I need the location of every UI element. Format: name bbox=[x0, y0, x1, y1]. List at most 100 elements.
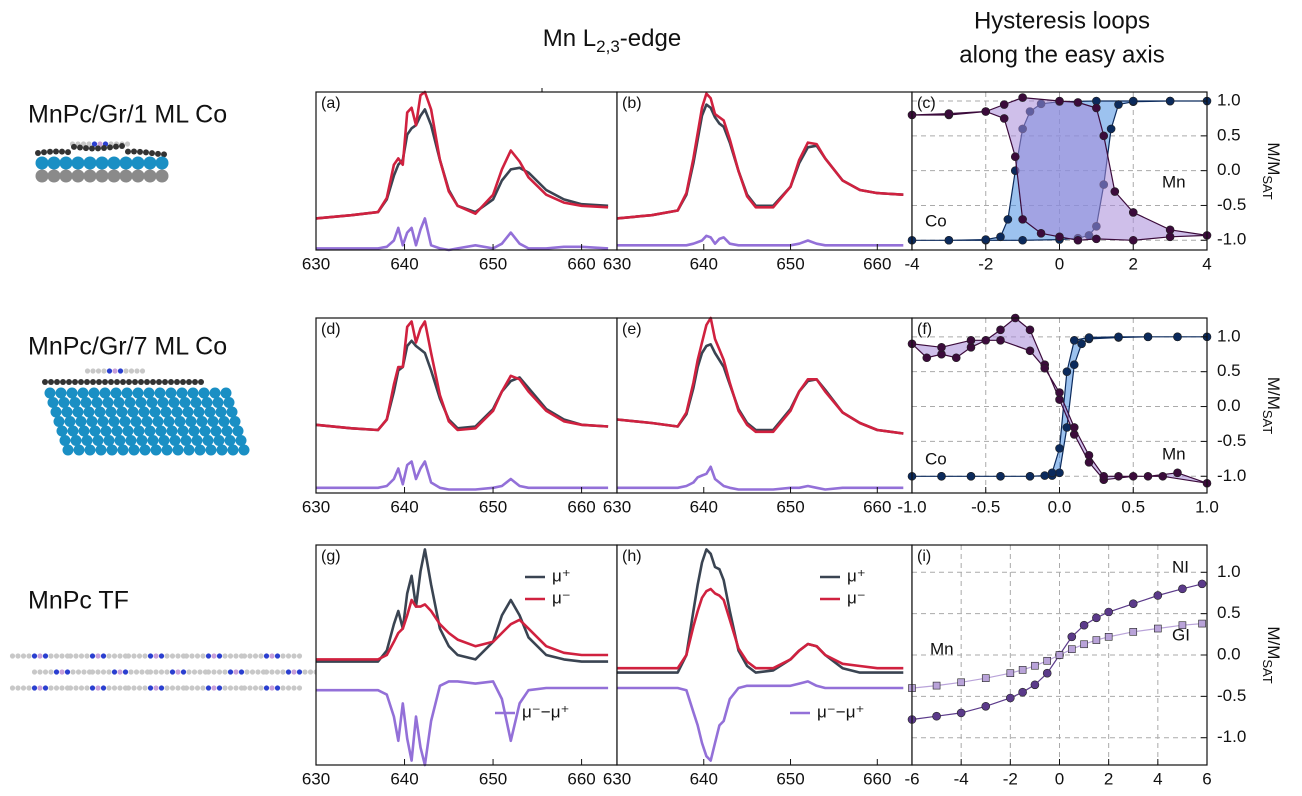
atom bbox=[20, 685, 27, 691]
marker bbox=[1092, 234, 1101, 244]
atom bbox=[263, 653, 270, 659]
atom bbox=[35, 156, 49, 170]
atom bbox=[37, 669, 43, 675]
atom bbox=[213, 435, 225, 446]
atom bbox=[37, 685, 43, 691]
atom bbox=[143, 169, 157, 183]
atom bbox=[84, 444, 96, 456]
atom bbox=[183, 444, 195, 456]
atom bbox=[48, 653, 54, 659]
marker bbox=[1025, 325, 1035, 335]
atom bbox=[31, 685, 38, 691]
y-tick-label: 0.0 bbox=[1217, 644, 1241, 663]
atom bbox=[171, 406, 183, 418]
marker bbox=[1154, 624, 1162, 633]
y-label-part: M/M bbox=[1264, 377, 1283, 410]
atom bbox=[189, 685, 195, 691]
atom bbox=[193, 406, 205, 418]
y-axis-label: M/MSAT bbox=[1260, 142, 1283, 199]
marker bbox=[1143, 471, 1153, 481]
atom bbox=[80, 141, 87, 147]
marker bbox=[932, 681, 941, 690]
marker bbox=[966, 471, 976, 481]
panel: (g)630640650660Photon Energy (eV)μ⁺μ⁻μ⁻−… bbox=[302, 544, 618, 788]
atom bbox=[130, 416, 142, 427]
marker bbox=[1158, 471, 1168, 481]
atom bbox=[71, 156, 85, 170]
atom bbox=[53, 653, 60, 659]
x-tick-label: 650 bbox=[479, 497, 507, 516]
marker bbox=[1030, 680, 1040, 690]
atom bbox=[187, 387, 199, 399]
atom bbox=[172, 444, 184, 456]
panel: (h)630640650660Photon Energy (eV)μ⁺μ⁻μ⁻−… bbox=[603, 544, 913, 788]
column-title: Mn L2,3-edge bbox=[543, 25, 681, 56]
legend-label: μ⁻ bbox=[847, 588, 866, 607]
atom bbox=[106, 685, 112, 691]
atom bbox=[158, 669, 165, 675]
marker bbox=[1055, 388, 1064, 397]
atom bbox=[67, 425, 79, 437]
atom bbox=[37, 653, 43, 659]
atom bbox=[133, 425, 145, 437]
atom bbox=[83, 406, 95, 418]
x-tick-label: 6 bbox=[1202, 769, 1211, 788]
atom bbox=[119, 156, 133, 170]
atom bbox=[139, 669, 145, 675]
atom bbox=[99, 387, 111, 399]
spectrum-line bbox=[316, 680, 609, 767]
atom bbox=[136, 435, 148, 446]
marker bbox=[1092, 636, 1101, 644]
atom bbox=[131, 156, 145, 170]
atom bbox=[166, 425, 178, 437]
spectrum-line bbox=[616, 316, 904, 435]
atom bbox=[125, 685, 132, 691]
atom bbox=[216, 669, 223, 675]
atom bbox=[189, 653, 195, 659]
atom bbox=[200, 653, 206, 659]
atom bbox=[205, 669, 212, 675]
panel: (a) 630 640 650 660 bbox=[302, 90, 618, 273]
atom bbox=[110, 387, 122, 399]
atom bbox=[111, 685, 118, 691]
atom bbox=[117, 669, 123, 675]
atom bbox=[75, 416, 87, 427]
atom bbox=[131, 685, 137, 691]
x-tick-label: -4 bbox=[954, 769, 969, 788]
spectrum-line bbox=[315, 320, 609, 432]
x-tick-label: -1.0 bbox=[897, 497, 926, 516]
marker bbox=[1165, 96, 1175, 106]
x-tick-label: 630 bbox=[603, 254, 631, 273]
atom bbox=[144, 425, 156, 437]
atom bbox=[67, 653, 74, 659]
atom bbox=[61, 406, 73, 418]
y-tick-label: 0.5 bbox=[1217, 603, 1241, 622]
marker bbox=[1077, 339, 1086, 349]
plot-area bbox=[316, 318, 617, 493]
atom bbox=[211, 669, 217, 675]
atom bbox=[53, 148, 59, 155]
atom bbox=[153, 653, 159, 659]
plot-area bbox=[617, 545, 912, 765]
atom bbox=[125, 148, 131, 155]
atom bbox=[70, 435, 82, 446]
atom bbox=[106, 444, 118, 456]
atom bbox=[291, 685, 297, 691]
atom bbox=[204, 406, 216, 418]
atom bbox=[194, 444, 206, 456]
atom bbox=[285, 685, 292, 691]
atom bbox=[111, 653, 118, 659]
atom bbox=[107, 144, 113, 151]
x-tick-label: 2 bbox=[1129, 254, 1138, 273]
atom bbox=[128, 444, 140, 456]
x-tick-label: 0.5 bbox=[1121, 497, 1145, 516]
atom bbox=[73, 444, 85, 456]
atom bbox=[42, 669, 49, 675]
spectrum-line bbox=[315, 90, 609, 220]
atom bbox=[258, 685, 264, 691]
atom bbox=[143, 387, 155, 399]
y-tick-label: 1.0 bbox=[1217, 91, 1241, 110]
title-subscript: 2,3 bbox=[596, 37, 620, 56]
atom bbox=[165, 387, 177, 399]
atom bbox=[191, 669, 198, 675]
